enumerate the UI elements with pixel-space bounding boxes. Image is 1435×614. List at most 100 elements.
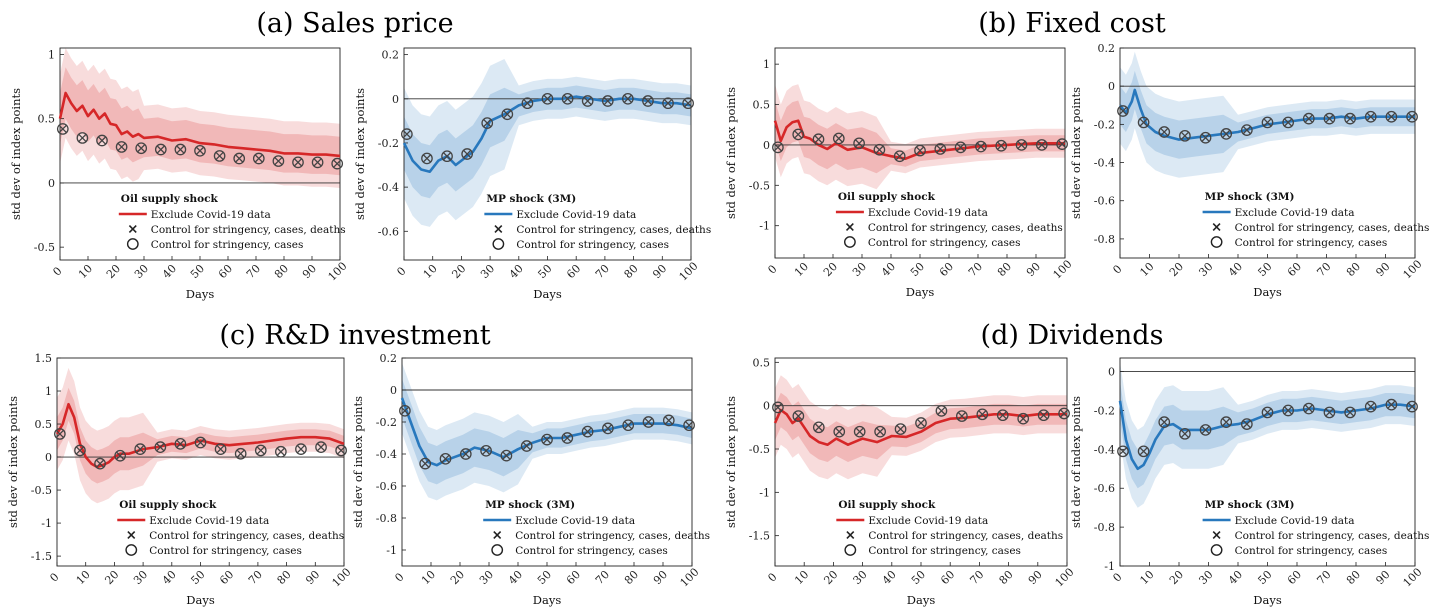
cross-marker	[443, 152, 451, 161]
circle-marker	[1385, 398, 1398, 411]
x-axis-label: Days	[907, 593, 936, 607]
inner-band-7	[1120, 381, 1415, 489]
x-tick-label: 60	[564, 262, 583, 281]
x-tick-label: 70	[966, 260, 985, 279]
circle-marker	[335, 444, 347, 457]
circle-marker	[561, 92, 574, 105]
x-tick-label: 90	[650, 262, 669, 281]
circle-marker	[134, 443, 147, 455]
y-tick-label: -0.4	[1094, 157, 1115, 170]
x-tick-label: 90	[1373, 260, 1392, 279]
x-tick-label: 90	[651, 568, 670, 587]
cross-marker	[794, 412, 803, 420]
circle-marker	[311, 156, 324, 169]
x-tick-label: 50	[908, 260, 927, 279]
x-tick-label: 10	[76, 262, 95, 281]
circle-marker	[481, 117, 494, 129]
x-tick-label: 70	[244, 262, 263, 281]
y-tick-label: -1.5	[749, 530, 770, 543]
y-tick-label: 0.2	[382, 49, 400, 62]
circle-marker	[399, 404, 411, 417]
cross-marker	[855, 427, 864, 436]
x-tick-label: 0	[394, 264, 408, 278]
y-tick-label: -1	[386, 544, 397, 557]
series-line	[773, 408, 1067, 446]
circle-marker	[331, 157, 344, 170]
circle-marker	[622, 419, 635, 432]
circle-marker	[480, 444, 492, 457]
legend-circle-label: Control for stringency, cases	[868, 545, 1021, 557]
circle-marker	[459, 448, 472, 460]
circle-marker	[1015, 139, 1028, 151]
x-tick-label: 50	[1255, 568, 1274, 587]
cross-marker	[522, 442, 531, 450]
cross-marker	[421, 459, 430, 468]
circle-marker	[254, 444, 267, 457]
x-tick-label: 50	[909, 568, 928, 587]
cross-marker	[403, 130, 411, 138]
cross-marker	[978, 410, 987, 419]
y-tick-label: 0.2	[1098, 42, 1116, 55]
circle-marker	[1158, 126, 1171, 138]
legend-cross-label: Control for stringency, cases, deaths	[149, 530, 344, 542]
x-tick-label: 40	[160, 262, 179, 281]
x-tick-label: 100	[678, 566, 702, 590]
y-axis-label: std dev of index points	[1069, 396, 1083, 528]
legend-circle-swatch	[1210, 236, 1223, 248]
circle-marker	[662, 414, 675, 427]
x-tick-label: 80	[1344, 260, 1363, 279]
cross-marker	[1263, 408, 1272, 417]
cross-marker	[916, 146, 924, 155]
circle-marker	[96, 134, 108, 147]
cross-marker	[1017, 141, 1026, 149]
x-tick-label: 100	[677, 260, 701, 284]
outer-band-6	[775, 375, 1067, 480]
circle-marker	[1137, 116, 1150, 129]
cross-marker	[1201, 133, 1210, 142]
chart-3: -0.8 -0.6 -0.4 -0.2 0 0.2 0 10 20 30 40 50 60 70 80 90 1…	[1069, 42, 1429, 299]
legend-circle-swatch	[125, 544, 138, 556]
cross-marker	[156, 145, 165, 154]
cross-marker	[116, 451, 124, 460]
cross-marker	[624, 94, 632, 103]
y-tick-label: -0.5	[31, 484, 52, 497]
legend-line-label: Exclude Covid-19 data	[516, 209, 636, 221]
cross-marker	[814, 423, 823, 432]
cross-marker	[644, 418, 653, 426]
x-tick-label: 100	[326, 260, 350, 284]
outer-band-2	[775, 84, 1065, 190]
circle-marker	[956, 410, 968, 422]
legend-cross-swatch	[1212, 223, 1221, 231]
x-tick-label: 20	[104, 262, 123, 281]
circle-marker	[94, 457, 106, 470]
circle-marker	[1035, 139, 1048, 151]
circle-marker	[1137, 445, 1150, 458]
cross-marker	[58, 125, 67, 133]
circle-marker	[602, 422, 614, 435]
x-tick-label: 40	[880, 568, 899, 587]
cross-marker	[1387, 112, 1396, 121]
x-tick-label: 30	[131, 568, 150, 587]
cross-marker	[1346, 114, 1354, 123]
cross-marker	[1119, 107, 1127, 115]
x-tick-label: 50	[188, 568, 207, 587]
circle-marker	[772, 401, 784, 414]
legend-circle-label: Control for stringency, cases	[515, 545, 668, 557]
cross-marker	[998, 411, 1007, 420]
cross-marker	[1408, 402, 1416, 411]
y-tick-label: -0.2	[376, 416, 397, 429]
circle-marker	[541, 433, 553, 446]
circle-marker	[894, 423, 907, 435]
cross-marker	[624, 421, 633, 430]
cross-marker	[294, 158, 302, 167]
chart-5: -1 -0.8 -0.6 -0.4 -0.2 0 0.2 0 10 20 30 40 50 60 70 80 9…	[351, 352, 710, 607]
series-line	[773, 119, 1065, 160]
cross-marker	[1366, 112, 1375, 121]
x-tick-label: 0	[392, 570, 406, 584]
x-tick-label: 90	[300, 262, 319, 281]
x-tick-label: 50	[188, 262, 207, 281]
y-tick-label: -0.5	[749, 179, 770, 192]
cross-marker	[958, 412, 966, 420]
circle-marker	[1158, 416, 1171, 428]
